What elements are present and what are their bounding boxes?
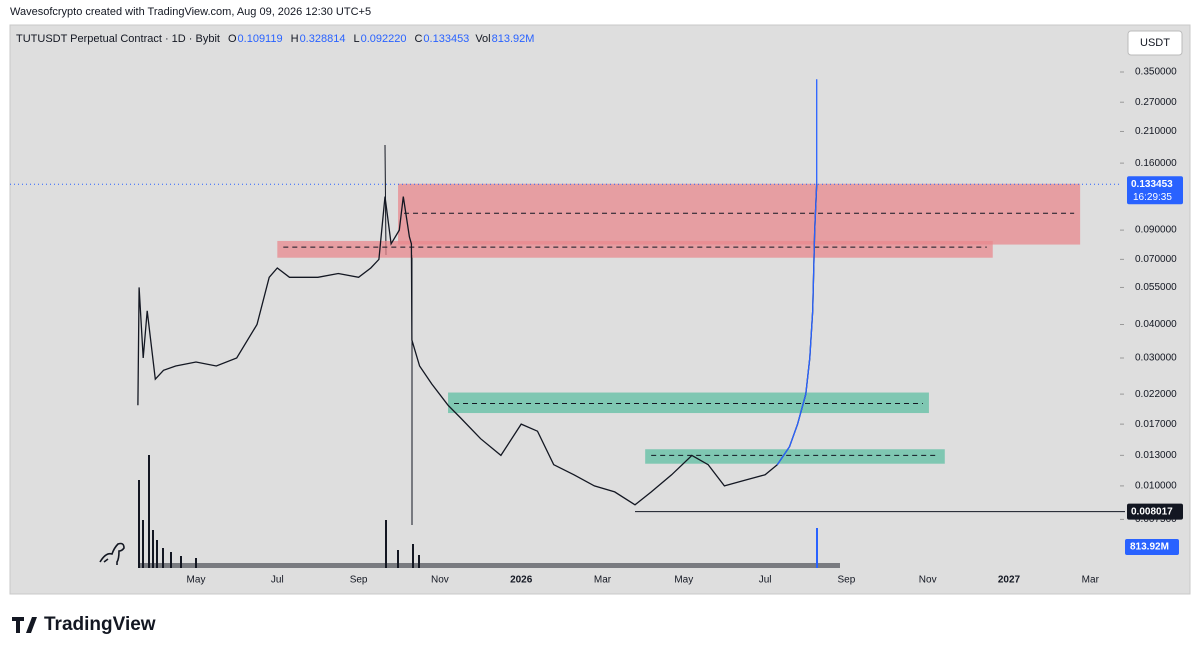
- countdown: 16:29:35: [1133, 192, 1172, 203]
- x-tick-label: Sep: [350, 575, 368, 586]
- zone: [448, 392, 929, 414]
- x-tick-label: 2026: [510, 575, 533, 586]
- legend-value: 0.133453: [423, 33, 469, 45]
- x-tick-label: May: [674, 575, 693, 586]
- chart-frame: [9, 24, 1191, 595]
- currency[interactable]: USDT: [1140, 37, 1170, 49]
- x-tick-label: 2027: [998, 575, 1021, 586]
- legend-key: C: [414, 33, 422, 45]
- y-tick-label: 0.013000: [1135, 450, 1177, 461]
- volume-label: 813.92M: [1130, 542, 1169, 553]
- x-tick-label: Mar: [1082, 575, 1100, 586]
- volume-badge: [1125, 539, 1179, 555]
- last-label: 0.133453: [1131, 179, 1173, 190]
- y-tick-label: 0.022000: [1135, 389, 1177, 400]
- legend-value: 0.092220: [361, 33, 407, 45]
- y-tick-label: 0.090000: [1135, 225, 1177, 236]
- logo-icon: [99, 542, 125, 565]
- y-tick-label: 0.040000: [1135, 319, 1177, 330]
- x-tick-label: Nov: [431, 575, 449, 586]
- x-tick-label: May: [187, 575, 206, 586]
- x-tick-label: Nov: [919, 575, 937, 586]
- y-tick-label: 0.160000: [1135, 158, 1177, 169]
- y-tick-label: 0.017000: [1135, 419, 1177, 430]
- price-line-recent: [776, 79, 818, 466]
- legend-value: 813.92M: [492, 33, 535, 45]
- currency-button[interactable]: [1127, 30, 1183, 56]
- legend-key: H: [291, 33, 299, 45]
- last-badge: [1127, 176, 1183, 205]
- y-tick-label: 0.350000: [1135, 67, 1177, 78]
- brand: TradingView: [44, 614, 156, 635]
- legend: TUTUSDT Perpetual Contract · 1D · Bybit …: [16, 33, 534, 45]
- price-line: [137, 184, 818, 506]
- brand-logo: [12, 617, 37, 633]
- legend-value: 0.109119: [238, 33, 283, 45]
- y-tick-label: 0.210000: [1135, 126, 1177, 137]
- symbol: TUTUSDT Perpetual Contract · 1D · Bybit: [16, 33, 220, 45]
- zone: [398, 183, 1081, 245]
- x-tick-label: Jul: [271, 575, 284, 586]
- low-label: 0.008017: [1131, 506, 1173, 517]
- low-badge: [1127, 503, 1183, 520]
- y-tick-label: 0.055000: [1135, 282, 1177, 293]
- credit: Wavesofcrypto created with TradingView.c…: [10, 6, 371, 18]
- y-tick-label: 0.070000: [1135, 254, 1177, 265]
- y-tick-label: 0.270000: [1135, 97, 1177, 108]
- legend-key: O: [228, 33, 237, 45]
- volume-bars: [138, 455, 840, 568]
- zone: [277, 240, 993, 258]
- legend-value: 0.328814: [300, 33, 346, 45]
- x-tick-label: Jul: [759, 575, 772, 586]
- zone: [645, 449, 945, 464]
- legend-key: L: [353, 33, 359, 45]
- y-tick-label: 0.030000: [1135, 353, 1177, 364]
- x-tick-label: Mar: [594, 575, 612, 586]
- x-tick-label: Sep: [838, 575, 856, 586]
- y-tick-label: 0.010000: [1135, 481, 1177, 492]
- legend-key: Vol: [475, 33, 490, 45]
